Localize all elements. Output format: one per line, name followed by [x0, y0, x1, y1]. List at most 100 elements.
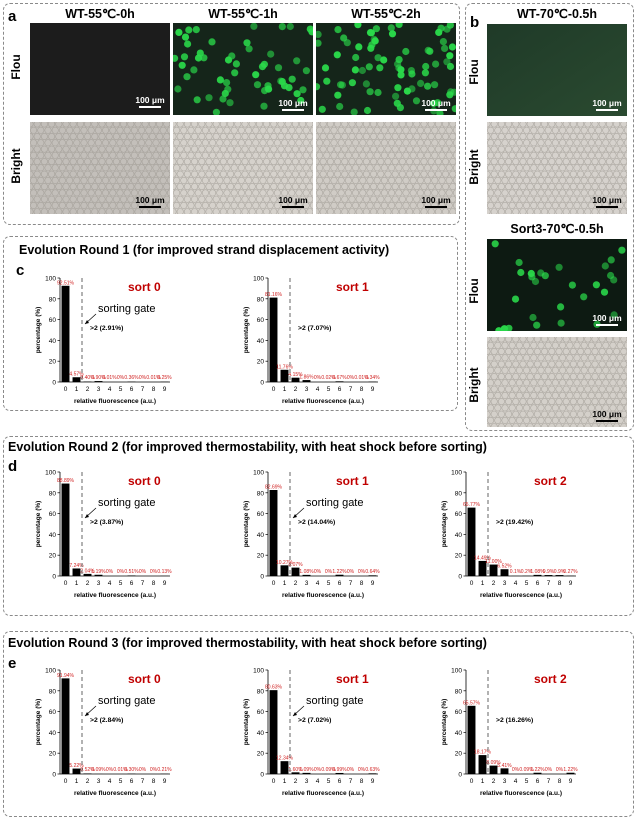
x-tick-label: 3: [503, 580, 507, 587]
x-tick-label: 5: [119, 778, 123, 785]
y-tick-label: 100: [451, 470, 462, 477]
bar: [302, 380, 311, 382]
y-tick-label: 20: [49, 359, 57, 366]
data-label: 0%: [117, 375, 125, 381]
y-tick-label: 40: [49, 730, 57, 737]
y-tick-label: 0: [52, 380, 56, 387]
x-tick-label: 5: [525, 778, 529, 785]
x-tick-label: 0: [64, 580, 68, 587]
y-tick-label: 60: [455, 709, 463, 716]
x-tick-label: 4: [108, 386, 112, 393]
bar: [280, 565, 289, 576]
bar: [269, 297, 278, 382]
bar: [478, 560, 487, 576]
gate-text: >2 (16.26%): [496, 717, 533, 724]
x-tick-label: 3: [97, 386, 101, 393]
x-tick-label: 8: [360, 778, 364, 785]
data-label: 1.86%: [299, 375, 314, 381]
x-tick-label: 8: [360, 580, 364, 587]
gate-label: sorting gate: [98, 497, 155, 509]
y-tick-label: 40: [455, 532, 463, 539]
data-label: 80.63%: [265, 685, 283, 691]
data-label: 18.17%: [474, 750, 492, 756]
x-tick-label: 8: [152, 778, 156, 785]
data-label: 0%: [358, 569, 366, 575]
y-axis-label: percentage (%): [35, 307, 42, 354]
x-tick-label: 8: [558, 778, 562, 785]
row-label-bright-b2: Bright: [467, 367, 481, 403]
data-label: 0.63%: [365, 767, 380, 773]
y-tick-label: 20: [455, 553, 463, 560]
y-tick-label: 60: [257, 317, 265, 324]
x-tick-label: 4: [514, 580, 518, 587]
chart-title: sort 0: [128, 280, 161, 294]
data-label: 5.22%: [69, 763, 84, 769]
data-label: 0.2%: [521, 569, 533, 575]
micrograph-a-flou-2h: [316, 23, 456, 115]
data-label: 0.36%: [124, 375, 139, 381]
y-tick-label: 100: [253, 668, 264, 675]
x-tick-label: 1: [283, 580, 287, 587]
x-tick-label: 6: [130, 386, 134, 393]
data-label: 0%: [139, 375, 147, 381]
scale-bar-a-3: 100 μm: [418, 98, 454, 111]
x-tick-label: 9: [371, 386, 375, 393]
data-label: 0%: [347, 375, 355, 381]
data-label: 92.51%: [57, 280, 75, 286]
micrograph-a-flou-0h: [30, 23, 170, 115]
data-label: 1.19%: [91, 569, 106, 575]
bar: [280, 369, 289, 382]
data-label: 8.07%: [288, 562, 303, 568]
x-tick-label: 2: [86, 386, 90, 393]
data-label: 0.9%: [554, 569, 566, 575]
x-tick-label: 9: [569, 778, 573, 785]
gate-arrowhead: [85, 320, 89, 324]
data-label: 0.90%: [91, 375, 106, 381]
chart-round1-sort0: 0 20 40 60 80 100 percentage (%) 0 92.51% 1 4.57% 2…: [35, 276, 172, 406]
x-tick-label: 0: [272, 386, 276, 393]
x-tick-label: 4: [316, 778, 320, 785]
data-label: 0%: [314, 767, 322, 773]
y-axis-label: percentage (%): [441, 501, 448, 548]
bar: [72, 568, 81, 576]
bar: [533, 772, 542, 774]
bar: [500, 569, 509, 576]
chart-round3-sort2: 0 20 40 60 80 100 percentage (%) 0 65.57% 1 18.17%…: [441, 668, 578, 798]
data-label: 4.57%: [69, 372, 84, 378]
data-label: 0.67%: [332, 375, 347, 381]
data-label: 11.76%: [276, 364, 293, 370]
x-tick-label: 6: [536, 778, 540, 785]
data-label: 0%: [106, 767, 114, 773]
y-tick-label: 0: [458, 772, 462, 779]
y-tick-label: 80: [49, 296, 57, 303]
bar: [544, 575, 553, 576]
data-label: 0%: [139, 767, 147, 773]
x-tick-label: 7: [141, 778, 145, 785]
gate-text: >2 (2.84%): [90, 717, 123, 724]
x-tick-label: 2: [294, 386, 298, 393]
data-label: 1.08%: [299, 569, 314, 575]
micrograph-a-bright-0h: [30, 122, 170, 214]
data-label: 14.49%: [474, 555, 492, 561]
y-tick-label: 40: [257, 532, 265, 539]
data-label: 0.27%: [563, 569, 578, 575]
bar: [61, 483, 70, 576]
x-tick-label: 0: [64, 386, 68, 393]
data-label: 0%: [358, 767, 366, 773]
x-tick-label: 2: [294, 778, 298, 785]
gate-text: >2 (19.42%): [496, 519, 533, 526]
data-label: 4.15%: [288, 372, 303, 378]
data-label: 1.22%: [332, 569, 347, 575]
chart-round3-sort1: 0 20 40 60 80 100 percentage (%) 0 80.63% 1 12.34%…: [243, 668, 380, 798]
y-tick-label: 60: [257, 709, 265, 716]
x-tick-label: 2: [492, 778, 496, 785]
x-tick-label: 3: [305, 386, 309, 393]
x-tick-label: 0: [64, 778, 68, 785]
data-label: 0.01%: [113, 767, 128, 773]
bar: [94, 574, 103, 576]
micrograph-a-bright-1h: [173, 122, 313, 214]
y-tick-label: 40: [257, 338, 265, 345]
data-label: 0%: [106, 569, 114, 575]
scale-bar-b-4: 100 μm: [589, 409, 625, 422]
